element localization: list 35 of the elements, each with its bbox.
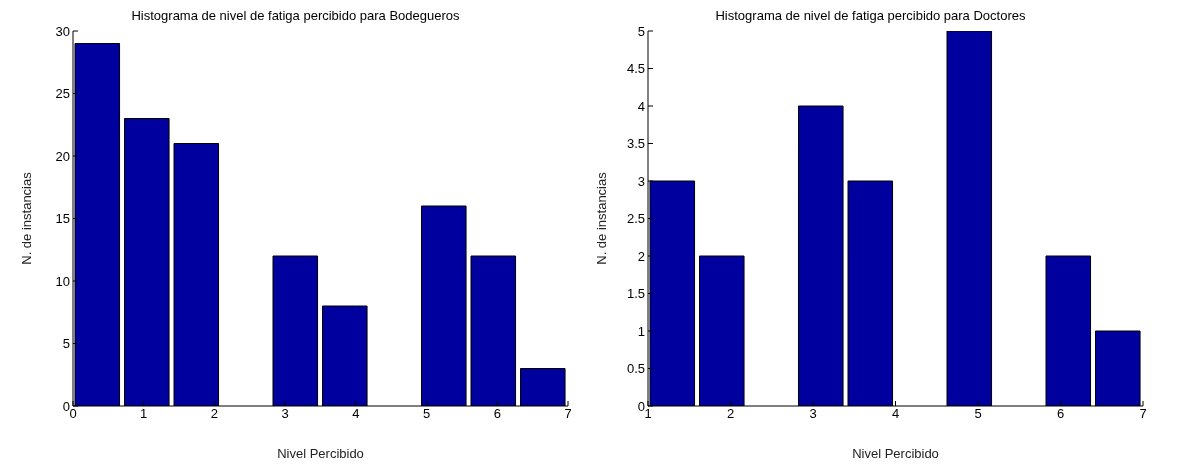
x-tick-label: 6	[493, 406, 501, 422]
y-tick-label: 2.5	[626, 211, 645, 227]
y-tick-label: 1.5	[626, 286, 645, 302]
x-tick-label: 7	[1139, 406, 1147, 422]
x-axis-title: Nivel Percibido	[277, 446, 364, 461]
x-tick-label: 5	[422, 406, 431, 422]
y-tick-label: 20	[55, 148, 70, 164]
y-tick-label: 3	[637, 173, 645, 189]
x-tick-label: 3	[281, 406, 289, 422]
y-axis-title: N. de instancias	[18, 171, 34, 265]
y-tick-label: 25	[55, 86, 70, 102]
y-tick-label: 5	[637, 23, 645, 39]
x-tick-label: 7	[564, 406, 572, 422]
x-tick-label: 5	[974, 406, 982, 422]
chart-title: Histograma de nivel de fatiga percibido para Bodegueros	[131, 8, 460, 23]
x-axis-title: Nivel Percibido	[852, 446, 939, 461]
y-tick-label: 1	[637, 323, 645, 339]
y-tick-label: 3.5	[626, 136, 645, 152]
x-tick-label: 1	[140, 406, 148, 422]
chart-title: Histograma de nivel de fatiga percibido para Doctores	[715, 8, 1026, 23]
x-tick-label: 3	[809, 406, 817, 422]
y-tick-label: 2	[637, 248, 645, 264]
y-tick-label: 0.5	[626, 361, 645, 377]
y-tick-label: 4.5	[626, 61, 645, 77]
y-tick-label: 15	[55, 211, 70, 227]
y-tick-label: 30	[55, 23, 70, 39]
x-tick-label: 6	[1056, 406, 1065, 422]
y-axis-title: N. de instancias	[593, 171, 609, 265]
x-tick-label: 2	[210, 406, 219, 422]
y-tick-label: 4	[637, 98, 645, 114]
y-tick-label: 5	[62, 336, 70, 352]
x-tick-label: 2	[726, 406, 735, 422]
x-tick-label: 4	[352, 406, 360, 422]
x-tick-label: 4	[891, 406, 900, 422]
y-tick-label: 10	[55, 273, 70, 289]
